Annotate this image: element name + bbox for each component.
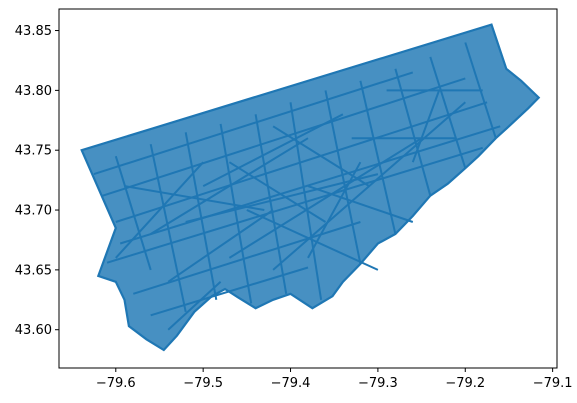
- city-boundary: [80, 23, 541, 352]
- street-line: [307, 185, 414, 223]
- street-line: [228, 161, 327, 223]
- street-line: [202, 113, 344, 187]
- street-network: [80, 23, 541, 352]
- street-line: [289, 102, 323, 300]
- street-line: [124, 185, 265, 211]
- street-line: [150, 137, 309, 235]
- street-line: [228, 137, 423, 259]
- street-line: [132, 221, 361, 295]
- street-line: [167, 209, 274, 283]
- y-axis-ticks: 43.60 43.65 43.70 43.75 43.80 43.85: [15, 24, 59, 338]
- street-line: [93, 71, 414, 176]
- street-line: [307, 161, 362, 259]
- x-tick-label: −79.5: [183, 376, 223, 391]
- y-tick-label: 43.80: [15, 84, 52, 99]
- x-tick-label: −79.4: [271, 376, 311, 391]
- street-line: [219, 123, 253, 304]
- plot-frame: [58, 8, 558, 369]
- street-line: [115, 161, 204, 259]
- street-line: [359, 80, 397, 235]
- y-tick-label: 43.70: [15, 204, 52, 219]
- street-line: [106, 146, 483, 264]
- y-tick-label: 43.60: [15, 323, 52, 338]
- street-line: [102, 77, 466, 197]
- street-line: [246, 209, 379, 271]
- y-tick-label: 43.65: [15, 263, 52, 278]
- y-tick-label: 43.75: [15, 144, 52, 159]
- x-tick-label: −79.3: [358, 376, 398, 391]
- x-tick-label: −79.6: [96, 376, 136, 391]
- x-tick-label: −79.2: [445, 376, 485, 391]
- street-line: [167, 281, 222, 331]
- y-tick-label: 43.85: [15, 24, 52, 39]
- street-line: [149, 143, 187, 313]
- street-line: [184, 132, 218, 300]
- street-line: [114, 155, 152, 271]
- street-line: [411, 90, 441, 163]
- street-line: [119, 125, 501, 245]
- street-line: [115, 101, 488, 223]
- street-line: [185, 173, 379, 223]
- x-tick-label: −79.1: [533, 376, 573, 391]
- street-line: [429, 56, 467, 169]
- x-axis-ticks: −79.6 −79.5 −79.4 −79.3 −79.2 −79.1: [96, 368, 573, 391]
